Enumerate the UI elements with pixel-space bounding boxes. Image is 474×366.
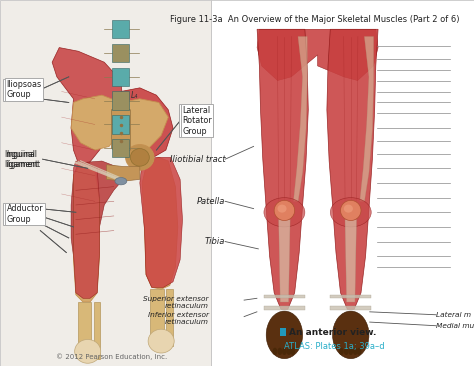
Text: Iliopsoas
Group: Iliopsoas Group [5, 80, 40, 100]
Polygon shape [52, 48, 123, 165]
Ellipse shape [74, 340, 100, 363]
Text: Lateral
Rotator
Group: Lateral Rotator Group [180, 106, 210, 136]
Text: Inferior extensor
retinaculum: Inferior extensor retinaculum [147, 312, 209, 325]
Bar [0, 0, 211, 366]
Ellipse shape [130, 149, 149, 166]
Text: Inguinal
ligament: Inguinal ligament [7, 149, 41, 169]
Ellipse shape [277, 348, 282, 355]
Polygon shape [166, 289, 173, 346]
Bar [211, 0, 474, 366]
Polygon shape [257, 29, 308, 309]
Ellipse shape [266, 311, 302, 359]
Bar [112, 68, 129, 86]
Bar [112, 115, 129, 134]
Bar [112, 139, 129, 157]
Polygon shape [94, 302, 100, 359]
Text: Figure 11-3a  An Overview of the Major Skeletal Muscles (Part 2 of 6): Figure 11-3a An Overview of the Major Sk… [171, 15, 460, 24]
Ellipse shape [339, 348, 344, 355]
Polygon shape [78, 302, 91, 359]
Bar [264, 306, 305, 310]
Polygon shape [71, 95, 121, 150]
Text: Superior extensor
retinaculum: Superior extensor retinaculum [143, 295, 209, 309]
Text: Adductor
Group: Adductor Group [7, 204, 43, 224]
Polygon shape [279, 220, 290, 302]
Polygon shape [142, 157, 178, 289]
Text: © 2012 Pearson Education, Inc.: © 2012 Pearson Education, Inc. [56, 354, 167, 360]
Text: Iliotibial tract: Iliotibial tract [170, 155, 225, 164]
Ellipse shape [264, 198, 305, 227]
Bar [112, 92, 129, 110]
Text: Lateral m: Lateral m [436, 312, 471, 318]
Text: An anterior view.: An anterior view. [289, 328, 376, 337]
Ellipse shape [148, 329, 174, 353]
Ellipse shape [273, 348, 277, 355]
Polygon shape [121, 88, 173, 161]
Polygon shape [73, 161, 100, 298]
Polygon shape [257, 29, 378, 81]
Text: Iliopsoas
Group: Iliopsoas Group [7, 80, 42, 100]
Bar [112, 44, 129, 62]
Text: ATLAS: Plates 1a; 39a–d: ATLAS: Plates 1a; 39a–d [284, 343, 385, 351]
Polygon shape [111, 106, 130, 154]
Text: Lateral
Rotator
Group: Lateral Rotator Group [182, 106, 212, 136]
Ellipse shape [274, 201, 295, 220]
Text: L₄: L₄ [130, 91, 137, 100]
Ellipse shape [330, 198, 371, 227]
Ellipse shape [344, 205, 353, 213]
Polygon shape [360, 37, 374, 201]
Ellipse shape [344, 348, 348, 355]
Text: Inguinal
ligament: Inguinal ligament [5, 149, 39, 169]
Ellipse shape [353, 348, 358, 355]
Text: Medial mu: Medial mu [436, 323, 474, 329]
Polygon shape [71, 161, 123, 280]
Polygon shape [121, 99, 168, 150]
Ellipse shape [282, 348, 287, 355]
Polygon shape [150, 289, 164, 346]
Polygon shape [140, 157, 182, 287]
Text: Tibia: Tibia [205, 237, 225, 246]
Polygon shape [107, 165, 140, 181]
Polygon shape [345, 220, 356, 302]
Ellipse shape [357, 348, 362, 355]
Polygon shape [293, 37, 307, 201]
Ellipse shape [115, 178, 127, 185]
Polygon shape [73, 165, 100, 302]
Bar [264, 295, 305, 298]
Text: Adductor
Group: Adductor Group [5, 204, 41, 224]
Ellipse shape [126, 145, 154, 170]
Bar [330, 306, 371, 310]
Ellipse shape [340, 201, 361, 220]
Polygon shape [327, 29, 378, 309]
Text: Patella: Patella [197, 197, 225, 206]
Bar [330, 295, 371, 298]
Ellipse shape [291, 348, 295, 355]
Ellipse shape [277, 205, 287, 213]
Ellipse shape [287, 348, 292, 355]
Ellipse shape [333, 311, 369, 359]
Bar [112, 20, 129, 38]
Ellipse shape [348, 348, 353, 355]
Bar [280, 328, 286, 336]
